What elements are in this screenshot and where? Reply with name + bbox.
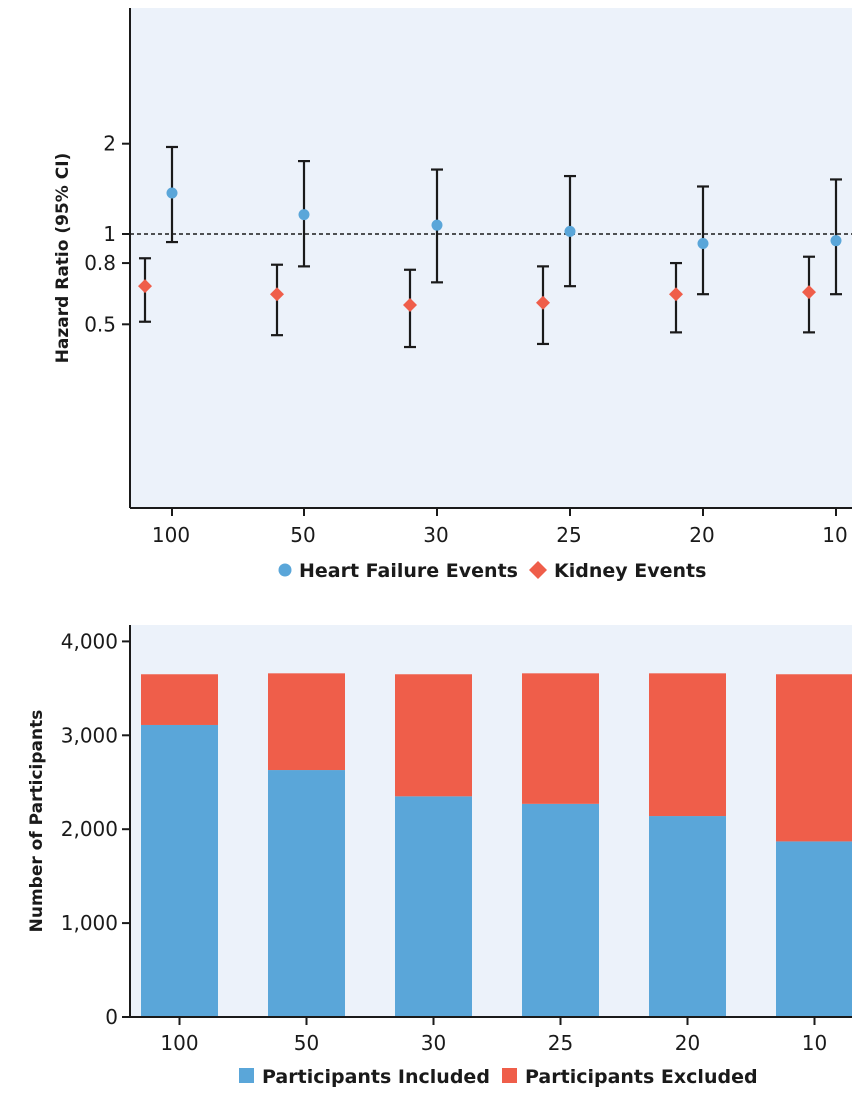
bar-participants-excluded — [141, 674, 218, 725]
heart-failure-point — [166, 187, 178, 199]
participants-y-tick-label: 1,000 — [61, 911, 118, 935]
hazard-ratio-plot-area: 0.5 0.8 1 2 100 50 30 25 20 10 — [84, 8, 852, 547]
legend-included-icon — [239, 1068, 254, 1083]
bar-participants-included — [649, 816, 726, 1017]
legend-included-label: Participants Included — [262, 1066, 490, 1088]
hazard-ratio-panel: 0.5 0.8 1 2 100 50 30 25 20 10 Hazard Ratio (95% … — [53, 8, 852, 582]
participants-legend: Participants Included Participants Exclud… — [239, 1066, 758, 1088]
participants-panel: 0 1,000 2,000 3,000 4,000 100 50 30 25 20 10 Numbe… — [27, 625, 852, 1088]
kidney-point — [802, 285, 816, 300]
heart-failure-point — [830, 235, 842, 247]
bar-participants-excluded — [395, 674, 472, 797]
hazard-ratio-x-tick-label: 20 — [689, 523, 714, 547]
hazard-ratio-x-tick-label: 100 — [152, 523, 190, 547]
hazard-ratio-y-tick-label: 2 — [103, 132, 116, 156]
hazard-ratio-x-tick-label: 25 — [556, 523, 581, 547]
hazard-ratio-y-tick-label: 0.8 — [84, 251, 116, 275]
bar-participants-included — [776, 841, 852, 1017]
bar-participants-excluded — [268, 673, 345, 771]
heart-failure-point — [431, 219, 443, 231]
participants-x-tick-label: 20 — [675, 1031, 700, 1055]
kidney-point — [270, 287, 284, 302]
hazard-ratio-y-axis-title: Hazard Ratio (95% CI) — [53, 153, 73, 364]
bar-participants-excluded — [522, 673, 599, 804]
legend-kidney-icon — [529, 561, 547, 579]
participants-x-tick-label: 25 — [548, 1031, 573, 1055]
legend-excluded-label: Participants Excluded — [525, 1066, 758, 1088]
heart-failure-point — [298, 209, 310, 221]
bar-participants-included — [141, 724, 218, 1017]
participants-x-tick-label: 10 — [802, 1031, 827, 1055]
legend-excluded-icon — [502, 1068, 517, 1083]
participants-plot-background — [130, 625, 852, 1017]
bar-participants-included — [522, 803, 599, 1017]
bar-participants-excluded — [776, 674, 852, 842]
heart-failure-point — [697, 237, 709, 249]
hazard-ratio-y-tick-label: 1 — [103, 222, 116, 246]
hazard-ratio-x-tick-label: 50 — [290, 523, 315, 547]
bar-participants-excluded — [649, 673, 726, 817]
participants-x-tick-label: 100 — [160, 1031, 198, 1055]
bar-participants-included — [395, 796, 472, 1017]
participants-y-tick-label: 2,000 — [61, 817, 118, 841]
bar-participants-included — [268, 770, 345, 1017]
heart-failure-point — [564, 225, 576, 237]
legend-kidney-label: Kidney Events — [554, 560, 706, 582]
participants-y-tick-label: 3,000 — [61, 723, 118, 747]
kidney-point — [536, 295, 550, 310]
legend-heart-failure-icon — [278, 563, 292, 577]
hazard-ratio-x-tick-label: 30 — [423, 523, 448, 547]
participants-plot-area: 0 1,000 2,000 3,000 4,000 100 50 30 25 20 10 — [61, 625, 852, 1055]
kidney-point — [669, 287, 683, 302]
participants-x-tick-label: 50 — [294, 1031, 319, 1055]
hazard-ratio-plot-background — [130, 8, 852, 508]
hazard-ratio-legend: Heart Failure Events Kidney Events — [278, 560, 706, 582]
legend-heart-failure-label: Heart Failure Events — [299, 560, 518, 582]
participants-x-tick-label: 30 — [421, 1031, 446, 1055]
hazard-ratio-y-tick-label: 0.5 — [84, 312, 116, 336]
participants-y-axis-title: Number of Participants — [27, 710, 47, 933]
participants-y-tick-label: 4,000 — [61, 629, 118, 653]
kidney-point — [403, 297, 417, 312]
hazard-ratio-x-tick-label: 10 — [822, 523, 847, 547]
participants-y-tick-label: 0 — [105, 1005, 118, 1029]
kidney-point — [138, 279, 152, 294]
